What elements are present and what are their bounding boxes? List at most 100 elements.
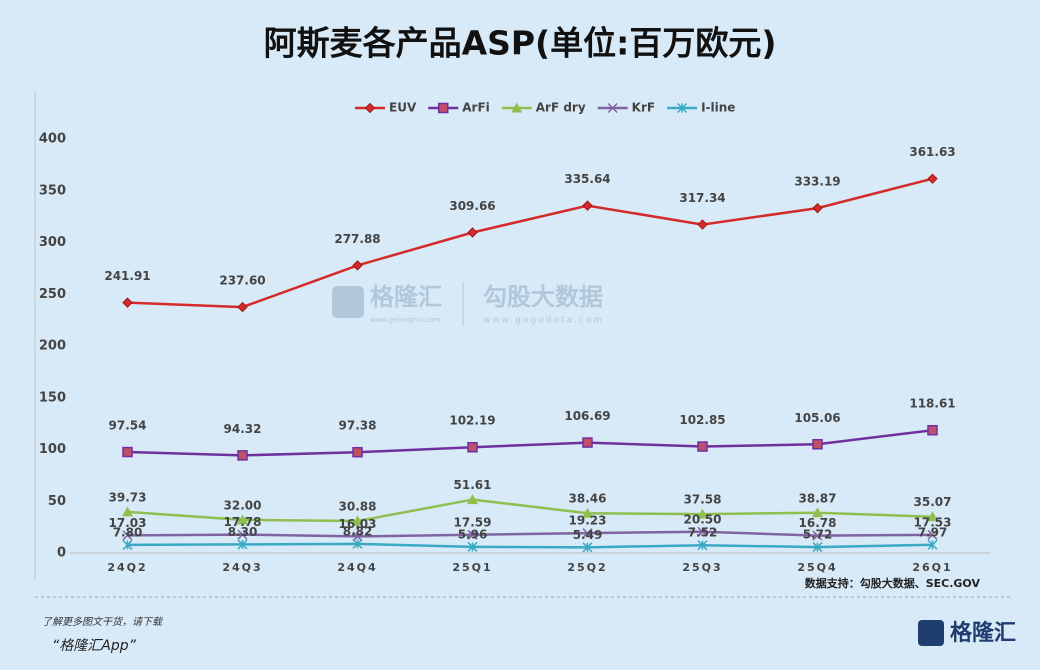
data-point (812, 507, 823, 518)
data-point (467, 441, 478, 453)
data-label: 51.61 (454, 478, 492, 492)
data-label: 8.30 (228, 525, 258, 539)
data-label: 32.00 (224, 498, 262, 512)
data-label: 37.58 (684, 493, 722, 507)
data-point (467, 541, 478, 552)
data-label: 94.32 (224, 422, 262, 436)
data-point (927, 424, 938, 436)
data-point (927, 529, 938, 540)
data-point (697, 526, 708, 537)
data-label: 8.82 (343, 524, 373, 538)
x-tick-label: 25Q4 (797, 561, 837, 574)
data-label: 17.03 (109, 516, 147, 530)
data-point (582, 200, 593, 211)
data-label: 17.78 (224, 515, 262, 529)
data-point (122, 530, 133, 541)
data-label: 102.19 (449, 414, 495, 428)
data-label: 97.54 (109, 419, 147, 433)
data-label: 39.73 (109, 490, 147, 504)
y-tick-label: 200 (39, 339, 66, 354)
data-label: 361.63 (909, 145, 955, 159)
series-line (127, 177, 933, 309)
x-tick-label: 25Q2 (567, 561, 607, 574)
data-point (812, 439, 823, 450)
chart-title: 阿斯麦各产品ASP(单位:百万欧元) (264, 24, 777, 63)
data-label: 277.88 (334, 232, 380, 246)
watermark-brand: 格隆汇 (370, 283, 442, 311)
legend-label: ArFi (462, 101, 490, 115)
watermark-logo (332, 286, 364, 318)
data-label: 17.53 (914, 515, 952, 529)
x-tick-label: 25Q1 (452, 561, 492, 574)
data-point (697, 540, 708, 551)
source: 数据支持：勾股大数据、SEC.GOV (805, 576, 981, 590)
data-point (237, 529, 248, 540)
data-label: 7.52 (688, 526, 718, 540)
data-point (122, 446, 133, 458)
data-label: 35.07 (914, 495, 952, 509)
footer-logo: 格隆汇 (950, 620, 1016, 646)
data-label: 38.46 (569, 492, 607, 506)
y-tick-label: 100 (39, 442, 66, 457)
data-label: 333.19 (794, 175, 840, 189)
y-tick-label: 250 (39, 287, 66, 302)
data-point (467, 227, 478, 238)
data-point (352, 446, 363, 458)
series-line (127, 530, 933, 538)
series-line (127, 428, 933, 457)
y-tick-label: 300 (39, 235, 66, 250)
data-point (582, 528, 593, 539)
data-point (927, 539, 938, 550)
data-label: 309.66 (449, 199, 495, 213)
legend-label: KrF (632, 101, 655, 115)
data-point (927, 173, 938, 184)
data-label: 335.64 (564, 172, 610, 186)
data-label: 16.03 (339, 517, 377, 531)
x-tick-label: 24Q3 (222, 561, 262, 574)
y-tick-label: 0 (57, 546, 66, 561)
data-point (582, 437, 593, 448)
data-point (467, 494, 478, 505)
data-label: 237.60 (219, 274, 265, 288)
footer-text: 了解更多图文干货，请下载 (42, 616, 164, 628)
data-point (237, 514, 248, 525)
legend-marker (607, 102, 618, 114)
footer-logo-icon (918, 620, 944, 646)
y-tick-label: 400 (39, 132, 66, 147)
data-point (582, 542, 593, 553)
watermark-url: www.gogudata.com (483, 316, 604, 326)
footer-app: “格隆汇App” (52, 638, 137, 654)
data-label: 317.34 (679, 191, 725, 205)
legend-marker (364, 102, 376, 114)
data-point (122, 539, 133, 550)
data-point (122, 506, 133, 517)
legend-marker (677, 102, 688, 114)
data-label: 105.06 (794, 411, 840, 425)
data-point (697, 441, 708, 452)
data-point (697, 508, 708, 519)
data-label: 17.59 (454, 515, 492, 529)
data-point (812, 530, 823, 541)
series-line (127, 498, 933, 523)
legend-label: EUV (389, 101, 417, 115)
data-point (352, 538, 363, 549)
data-label: 5.72 (803, 528, 833, 542)
data-label: 118.61 (909, 397, 955, 411)
data-point (582, 507, 593, 518)
data-point (467, 529, 478, 540)
data-label: 16.78 (799, 516, 837, 530)
data-label: 106.69 (564, 409, 610, 423)
legend-marker (511, 102, 523, 113)
data-point (352, 515, 363, 526)
data-label: 30.88 (339, 500, 377, 514)
data-point (237, 539, 248, 550)
x-tick-label: 26Q1 (912, 561, 952, 574)
watermark-url: www.gelonghui.com (370, 316, 441, 324)
data-label: 20.50 (684, 512, 722, 526)
data-point (237, 450, 248, 461)
data-label: 7.97 (918, 525, 948, 539)
legend-label: I-line (701, 101, 735, 115)
data-label: 19.23 (569, 514, 607, 528)
data-point (927, 511, 938, 522)
x-tick-label: 25Q3 (682, 561, 722, 574)
